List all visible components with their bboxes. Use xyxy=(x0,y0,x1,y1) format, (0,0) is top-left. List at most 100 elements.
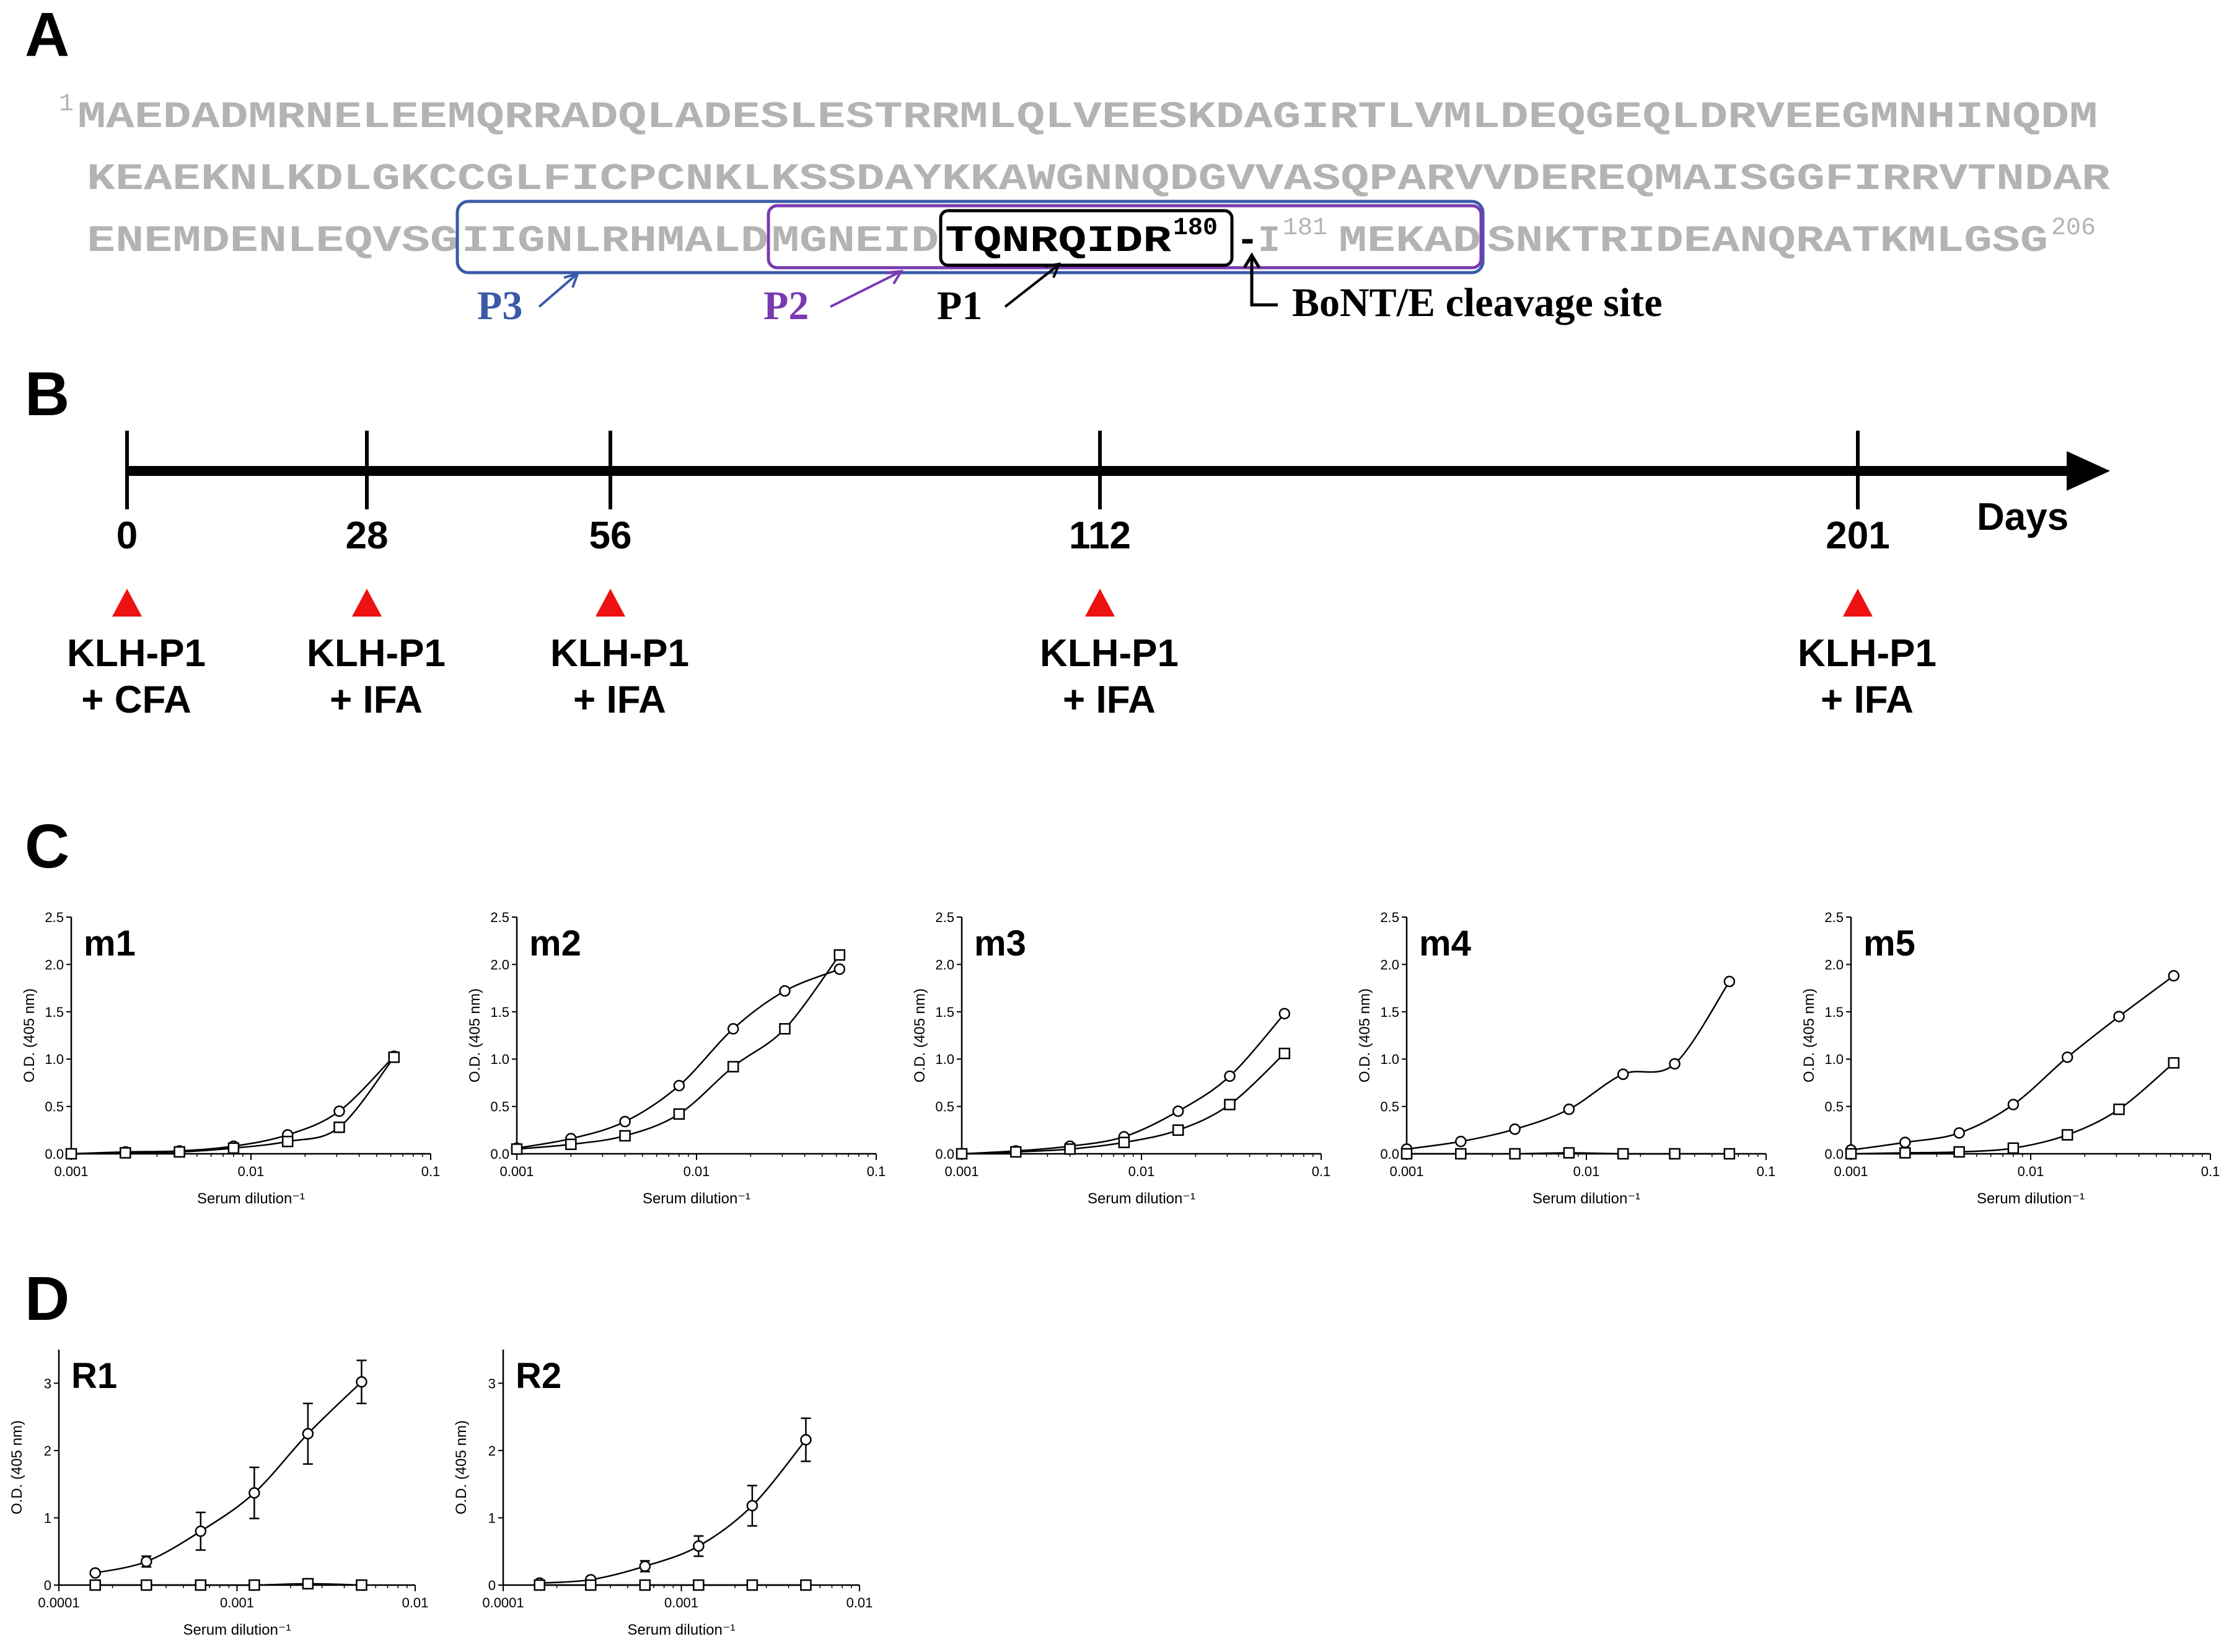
data-point-square xyxy=(227,1142,240,1154)
fit-curve-circle xyxy=(516,968,840,1149)
y-tick-label-1: 0.5 xyxy=(1380,1099,1399,1115)
fit-curve-circle xyxy=(95,1381,363,1574)
x-axis-label: Serum dilution⁻¹ xyxy=(1532,1190,1640,1207)
data-point-circle xyxy=(779,985,791,997)
chart-r1: 0 1 2 3 0.0001 0.001 0.01 Serum dilution⁻¹ O.D. … xyxy=(9,1350,428,1638)
data-point-circle xyxy=(2007,1099,2020,1110)
y-tick-label-1: 1 xyxy=(488,1510,496,1526)
x-tick-label-2: 0.1 xyxy=(1757,1164,1776,1179)
cleavage-bracket xyxy=(1250,257,1278,307)
p2-peptide-box xyxy=(767,204,1483,270)
data-point-square xyxy=(1455,1148,1467,1160)
data-point-circle xyxy=(2113,1011,2125,1022)
p3-label: P3 xyxy=(477,283,522,328)
data-point-circle xyxy=(89,1567,101,1579)
timeline-day-label-3: 112 xyxy=(1069,514,1131,557)
x-tick-label-0: 0.001 xyxy=(1834,1164,1868,1179)
cleavage-arrow-head xyxy=(1242,252,1261,269)
data-point-square xyxy=(619,1130,631,1142)
data-point-square xyxy=(65,1148,77,1160)
y-tick-label-0: 0.0 xyxy=(490,1146,509,1162)
data-point-circle xyxy=(693,1540,705,1552)
data-point-square xyxy=(1118,1136,1130,1148)
data-point-square xyxy=(1224,1099,1236,1110)
y-tick-label-4: 2.0 xyxy=(45,957,64,972)
data-point-square xyxy=(141,1579,152,1591)
y-tick-label-0: 0 xyxy=(44,1578,51,1593)
y-tick-label-0: 0.0 xyxy=(1824,1146,1844,1162)
data-point-circle xyxy=(1953,1127,1965,1139)
p2-label: P2 xyxy=(763,283,809,328)
timeline-event-line2-3: + IFA xyxy=(1063,679,1156,721)
y-axis-label: O.D. (405 nm) xyxy=(453,1420,470,1514)
y-tick-label-1: 0.5 xyxy=(490,1099,509,1115)
sequence-line-2: KEAEKNLKDLGKCCGLFICPCNKLKSSDAYKKAWGNNQDG… xyxy=(87,159,2110,201)
p1-peptide-box xyxy=(939,209,1234,267)
data-point-circle xyxy=(2061,1051,2073,1063)
data-point-square xyxy=(673,1108,685,1120)
x-axis-label: Serum dilution⁻¹ xyxy=(643,1190,750,1207)
y-tick-label-0: 0.0 xyxy=(45,1146,64,1162)
x-tick-label-1: 0.01 xyxy=(684,1164,710,1179)
data-point-square xyxy=(639,1579,651,1591)
y-tick-label-2: 2 xyxy=(488,1443,496,1459)
data-point-circle xyxy=(1278,1008,1291,1020)
y-tick-label-5: 2.5 xyxy=(935,910,954,925)
data-point-square xyxy=(833,949,846,961)
sequence-after-cleavage-number: 181 xyxy=(1283,214,1327,242)
y-tick-label-1: 0.5 xyxy=(935,1099,954,1115)
data-point-circle xyxy=(727,1023,739,1035)
chart-m2: 0.0 0.5 1.0 1.5 2.0 2.5 0.001 0.01 0.1 Serum dilu… xyxy=(467,910,886,1207)
data-point-circle xyxy=(800,1434,812,1446)
data-point-square xyxy=(565,1138,577,1150)
y-tick-label-3: 1.5 xyxy=(1824,1004,1844,1020)
timeline-event-line2-0: + CFA xyxy=(81,679,191,721)
data-point-circle xyxy=(141,1555,152,1568)
timeline-event-line1-0: KLH-P1 xyxy=(67,632,206,675)
y-tick-label-5: 2.5 xyxy=(1824,910,1844,925)
timeline-unit-label: Days xyxy=(1977,496,2069,538)
y-tick-label-5: 2.5 xyxy=(490,910,509,925)
y-tick-label-1: 1 xyxy=(44,1510,51,1526)
y-tick-label-2: 1.0 xyxy=(45,1052,64,1067)
chart-m4: 0.0 0.5 1.0 1.5 2.0 2.5 0.001 0.01 0.1 Serum dilu… xyxy=(1356,910,1775,1207)
data-point-square xyxy=(1845,1148,1857,1160)
p3-peptide-box xyxy=(455,200,1485,275)
p3-arrow-head xyxy=(563,272,580,288)
timeline-day-label-1: 28 xyxy=(346,514,389,557)
data-point-circle xyxy=(833,963,846,975)
data-point-square xyxy=(800,1579,812,1591)
y-tick-label-3: 1.5 xyxy=(490,1004,509,1020)
chart-m5: 0.0 0.5 1.0 1.5 2.0 2.5 0.001 0.01 0.1 Serum dilu… xyxy=(1801,910,2220,1207)
subplot-title: m3 xyxy=(974,923,1026,964)
sequence-p2-segment: MGNEID xyxy=(772,221,939,263)
panel-letter-a: A xyxy=(25,0,69,69)
sequence-p1-end-number: 180 xyxy=(1173,214,1218,242)
chart-r2: 0 1 2 3 0.0001 0.001 0.01 Serum dilution⁻¹ O.D. … xyxy=(453,1350,873,1638)
x-tick-label-0: 0.001 xyxy=(499,1164,534,1179)
data-point-square xyxy=(779,1023,791,1035)
data-point-square xyxy=(1064,1143,1076,1155)
timeline-marker-2 xyxy=(596,589,625,617)
timeline-marker-4 xyxy=(1843,589,1873,617)
y-tick-label-4: 2.0 xyxy=(490,957,509,972)
data-point-square xyxy=(585,1579,597,1591)
fit-curve-square xyxy=(516,954,840,1150)
p1-arrow xyxy=(1004,265,1058,308)
data-point-circle xyxy=(746,1500,758,1512)
y-tick-label-4: 2.0 xyxy=(935,957,954,972)
y-tick-label-1: 0.5 xyxy=(45,1099,64,1115)
data-point-square xyxy=(746,1579,758,1591)
timeline-event-line1-1: KLH-P1 xyxy=(307,632,446,675)
x-axis-label: Serum dilution⁻¹ xyxy=(1088,1190,1195,1207)
x-tick-label-2: 0.1 xyxy=(421,1164,441,1179)
subplot-title: m1 xyxy=(84,923,136,964)
data-point-circle xyxy=(1723,975,1736,988)
panel-letter-c: C xyxy=(25,812,69,881)
data-point-square xyxy=(1509,1148,1521,1160)
x-tick-label-0: 0.0001 xyxy=(38,1595,79,1610)
data-point-circle xyxy=(1224,1070,1236,1082)
sequence-end-number: 206 xyxy=(2051,214,2096,242)
data-point-square xyxy=(534,1579,545,1591)
y-tick-label-1: 0.5 xyxy=(1824,1099,1844,1115)
